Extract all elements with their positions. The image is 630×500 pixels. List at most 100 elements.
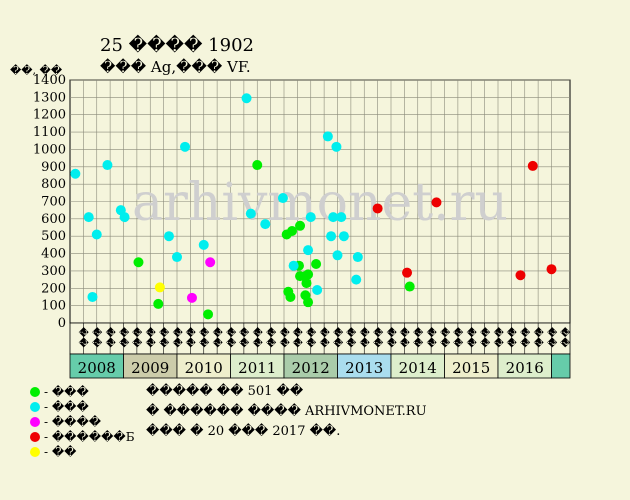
legend-marker (30, 402, 40, 412)
quarter-row (69, 322, 571, 355)
data-point (119, 212, 130, 223)
data-point (372, 203, 383, 214)
data-point (163, 231, 174, 242)
data-point (402, 267, 413, 278)
data-point (311, 258, 322, 269)
data-point (322, 131, 333, 142)
year-cell (551, 353, 571, 379)
data-point (295, 220, 306, 231)
legend-marker (30, 432, 40, 442)
x-axis: �� �� �� �� �� �� �� �� �� �� �� �� �� �� �� �� �� �� �� ��… (69, 322, 571, 379)
data-point (198, 239, 209, 250)
data-point (305, 212, 316, 223)
legend-label: - ��� (44, 400, 89, 414)
data-point (515, 270, 526, 281)
footer-line-1: ����� �� 501 �� (146, 382, 304, 399)
year-label: 2012 (292, 359, 330, 377)
data-point (351, 274, 362, 285)
data-points (70, 93, 557, 320)
y-axis: 0 100 200 300 400 500 600 700 800 900 1000 1100 1200… (33, 73, 66, 331)
y-tick-label: 100 (41, 299, 66, 314)
data-point (404, 281, 415, 292)
y-tick-label: 300 (41, 264, 66, 279)
y-tick-label: 1300 (33, 90, 66, 105)
year-cell (390, 353, 445, 379)
year-label: 2010 (185, 359, 223, 377)
data-point (277, 193, 288, 204)
quarter-label: �� (558, 327, 571, 348)
chart-title: 25 ���� 1902 (100, 34, 254, 56)
data-point (245, 208, 256, 219)
data-point (288, 260, 299, 271)
year-cell (69, 353, 124, 379)
data-point (252, 160, 263, 171)
data-point (527, 160, 538, 171)
data-point (83, 212, 94, 223)
year-label: 2008 (78, 359, 116, 377)
y-tick-label: 600 (41, 212, 66, 227)
legend: - ���- ���- ����- ������Б- �� (30, 385, 135, 459)
data-point (287, 226, 298, 237)
data-point (203, 309, 214, 320)
y-tick-label: 800 (41, 177, 66, 192)
data-point (285, 291, 296, 302)
legend-label: - ��� (44, 385, 89, 399)
year-label: 2009 (131, 359, 169, 377)
data-point (303, 269, 314, 280)
data-point (328, 212, 339, 223)
data-point (338, 231, 349, 242)
year-label: 2011 (238, 359, 276, 377)
data-point (312, 285, 323, 296)
y-tick-label: 1400 (33, 73, 66, 88)
data-point (241, 93, 252, 104)
y-tick-label: 900 (41, 160, 66, 175)
legend-label: - ���� (44, 415, 102, 429)
year-cell (444, 353, 499, 379)
year-cell (283, 353, 338, 379)
data-point (87, 291, 98, 302)
data-point (91, 229, 102, 240)
y-tick-label: 1100 (33, 125, 66, 140)
year-label: 2013 (345, 359, 383, 377)
data-point (303, 245, 314, 256)
data-point (172, 252, 182, 263)
legend-label: - �� (44, 445, 77, 459)
y-tick-label: 1200 (33, 108, 66, 123)
chart-subtitle: ��� Ag,��� VF. (100, 58, 251, 76)
y-tick-label: 200 (41, 281, 66, 296)
year-cell (230, 353, 285, 379)
y-tick-label: 1000 (33, 142, 66, 157)
legend-marker (30, 387, 40, 397)
watermark: arhivmonet.ru (132, 173, 508, 233)
y-tick-label: 700 (41, 195, 66, 210)
legend-label: - ������Б (44, 430, 135, 444)
year-cell (176, 353, 231, 379)
data-point (332, 250, 343, 261)
data-point (336, 212, 347, 223)
data-point (431, 197, 442, 208)
data-point (70, 168, 81, 179)
footer-line-3: ��� � 20 ��� 2017 ��. (146, 422, 340, 439)
footer-line-2: � ������ ���� ARHIVMONET.RU (146, 402, 427, 419)
data-point (301, 278, 312, 289)
y-axis-unit: ��, �� (10, 64, 63, 77)
data-point (186, 292, 197, 303)
year-label: 2016 (506, 359, 544, 377)
data-point (153, 298, 164, 309)
year-label: 2014 (399, 359, 437, 377)
legend-marker (30, 417, 40, 427)
data-point (260, 219, 271, 230)
data-point (326, 231, 337, 242)
y-tick-label: 400 (41, 247, 66, 262)
data-point (180, 141, 191, 152)
data-point (102, 160, 113, 171)
data-point (303, 297, 314, 308)
data-point (546, 264, 557, 275)
data-point (133, 257, 144, 268)
data-point (154, 282, 165, 293)
legend-marker (30, 447, 40, 457)
data-point (331, 141, 342, 152)
y-tick-label: 500 (41, 229, 66, 244)
data-point (205, 257, 216, 268)
